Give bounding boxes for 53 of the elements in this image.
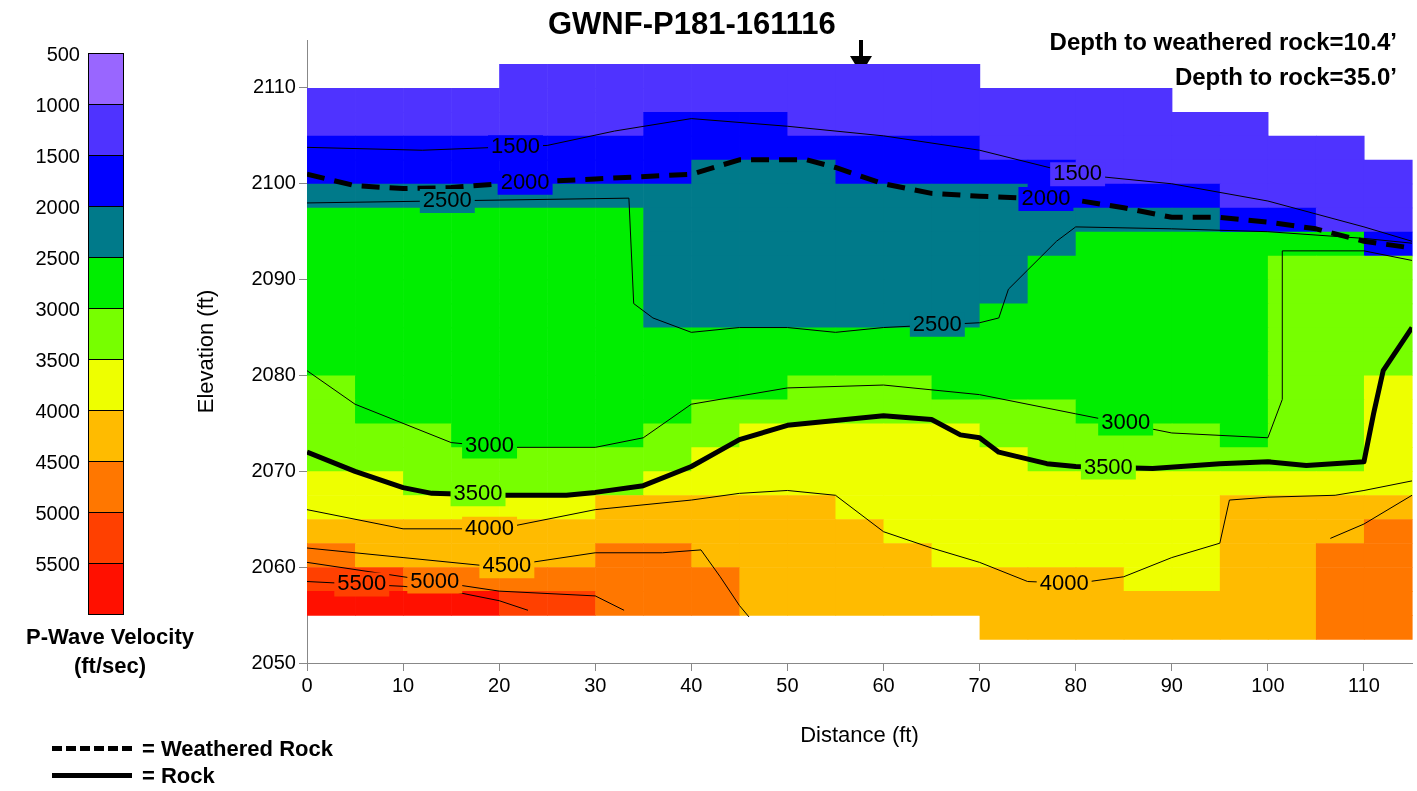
annotation: 2500 <box>422 187 472 213</box>
x-tick-label: 100 <box>1251 673 1285 696</box>
y-tick-label: 2090 <box>251 267 296 290</box>
color-bar-label: 5000 <box>35 501 80 525</box>
y-axis-title: Elevation (ft) <box>193 289 219 414</box>
annotation: 3500 <box>1083 453 1133 479</box>
x-tick-label: 20 <box>488 673 511 696</box>
annotation: 1500 <box>491 133 540 159</box>
annotation: 5500 <box>337 570 387 596</box>
y-tick-label: 2060 <box>251 554 296 577</box>
color-bar-label: 3000 <box>35 297 80 321</box>
color-bar-title: P-Wave Velocity (ft/sec) <box>25 623 195 680</box>
color-bar-label: 2500 <box>35 246 80 270</box>
color-bar-label: 500 <box>46 42 80 66</box>
x-tick-label: 50 <box>776 673 799 696</box>
color-bar-label: 3500 <box>35 348 80 372</box>
legend-label: = Weathered Rock <box>142 735 333 762</box>
color-bar-label: 1500 <box>35 144 80 168</box>
y-tick-label: 2100 <box>251 171 296 194</box>
y-tick-label: 2110 <box>252 75 296 98</box>
x-tick-label: 10 <box>391 673 415 696</box>
annotation: 4000 <box>1039 569 1089 595</box>
annotation: 4000 <box>465 514 515 540</box>
x-axis-title: Distance (ft) <box>800 721 919 747</box>
color-bar-label: 1000 <box>35 93 80 117</box>
y-tick-label: 2050 <box>251 650 296 673</box>
annotation: 2000 <box>500 168 550 194</box>
color-bar-label: 4500 <box>35 450 80 474</box>
annotation: 4500 <box>482 552 532 578</box>
y-tick-label: 2070 <box>251 458 296 481</box>
color-bar-label: 5500 <box>35 552 80 576</box>
annotation: 2000 <box>1021 185 1071 211</box>
legend-label: = Rock <box>142 762 215 789</box>
x-tick-label: 0 <box>301 673 313 696</box>
annotation: Depth to rock=35.0’ <box>1173 62 1397 92</box>
x-tick-label: 80 <box>1064 673 1087 696</box>
x-tick-label: 70 <box>968 673 991 696</box>
x-tick-label: 60 <box>872 673 895 696</box>
x-tick-label: 30 <box>584 673 607 696</box>
x-tick-label: 40 <box>680 673 703 696</box>
annotation: 2500 <box>912 310 962 336</box>
annotation: 1500 <box>1053 160 1103 186</box>
annotation: Depth to weathered rock=10.4’ <box>1049 27 1397 57</box>
annotation: 5000 <box>410 567 460 593</box>
annotation: 3500 <box>453 480 503 506</box>
x-tick-label: 110 <box>1348 673 1380 696</box>
color-bar-label: 4000 <box>35 399 80 423</box>
annotation: 3000 <box>465 432 515 458</box>
annotation: 3000 <box>1101 409 1151 435</box>
chart-title: GWNF-P181-161116 <box>548 6 836 41</box>
y-tick-label: 2080 <box>251 362 296 385</box>
x-tick-label: 90 <box>1160 673 1183 696</box>
color-bar-label: 2000 <box>35 195 80 219</box>
